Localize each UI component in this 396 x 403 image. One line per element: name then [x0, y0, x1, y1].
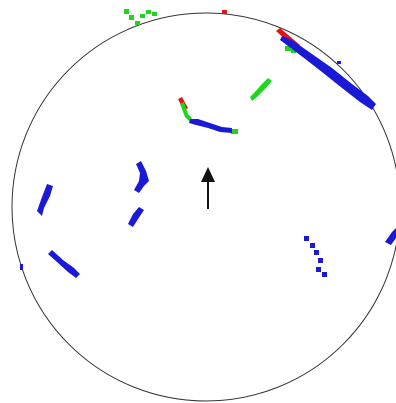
green-dot — [152, 12, 157, 16]
blue-dot — [316, 267, 321, 272]
blue-segment-left-center — [134, 161, 149, 193]
green-dot — [231, 129, 238, 134]
boundary-circle — [11, 12, 396, 402]
blue-streak-center — [189, 119, 232, 133]
green-dot — [129, 15, 134, 20]
green-dot — [146, 10, 151, 14]
blue-dot — [322, 272, 327, 277]
green-dot — [135, 21, 140, 25]
blue-segment-lower-left — [48, 250, 80, 278]
green-dot — [124, 9, 129, 14]
blue-dot — [310, 243, 315, 248]
green-dot — [285, 46, 291, 51]
blue-dot — [318, 258, 323, 263]
blue-dot — [337, 61, 341, 64]
green-segments — [124, 9, 296, 134]
green-curl-center — [180, 102, 192, 121]
blue-band-upper-right — [280, 36, 376, 110]
green-dot — [140, 14, 145, 18]
blue-segment-far-right — [385, 228, 396, 245]
green-dot — [291, 49, 296, 53]
blue-segments — [20, 36, 396, 278]
green-streak-right — [250, 78, 272, 101]
red-segments — [178, 10, 300, 111]
blue-segment-lower-left-center — [128, 207, 144, 227]
blue-dot — [304, 236, 309, 241]
blue-segment-far-left — [37, 184, 53, 216]
blue-dot — [20, 264, 23, 270]
blue-dot — [314, 250, 319, 255]
red-tick-top — [222, 10, 227, 14]
up-arrow-icon — [201, 167, 215, 209]
